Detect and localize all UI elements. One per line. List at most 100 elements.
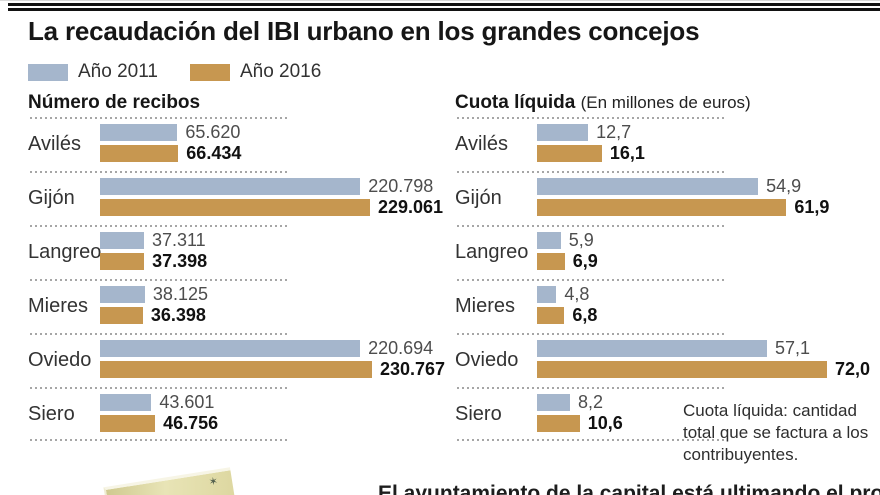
bar-line: 10,6 (537, 413, 827, 433)
value-label-2011: 57,1 (774, 338, 811, 358)
chart-cuota-liquida: Cuota líquida (En millones de euros) Avi… (455, 92, 875, 441)
bar-line: 66.434 (100, 143, 372, 163)
chart-row: Mieres 38.125 36.398 (28, 279, 434, 333)
chart-row: Avilés 65.620 66.434 (28, 117, 434, 171)
bar-2011 (537, 286, 557, 303)
bar-group: 38.125 36.398 (100, 279, 372, 333)
bar-line: 5,9 (537, 230, 827, 250)
bar-line: 220.694 (100, 338, 433, 358)
bar-2016 (537, 307, 565, 324)
bar-group: 12,7 16,1 (537, 117, 827, 171)
bar-2016 (537, 253, 565, 270)
bar-group: 54,9 61,9 (537, 171, 830, 225)
bar-2011 (537, 124, 589, 141)
bar-2016 (100, 253, 145, 270)
bar-line: 220.798 (100, 176, 433, 196)
chart-numero-recibos: Número de recibos Avilés 65.620 66.434 Gijó… (28, 92, 445, 441)
value-label-2011: 220.798 (368, 176, 434, 196)
bar-group: 8,2 10,6 (537, 387, 827, 441)
category-label: Oviedo (455, 348, 519, 371)
category-label: Siero (28, 402, 75, 425)
bar-line: 229.061 (100, 197, 443, 217)
bar-2011 (537, 178, 759, 195)
value-label-2016: 230.767 (380, 359, 446, 379)
chart-row: Gijón 54,9 61,9 (455, 171, 875, 225)
value-label-2011: 5,9 (568, 230, 594, 250)
chart-row: Siero 43.601 46.756 (28, 387, 434, 441)
category-label: Langreo (455, 240, 529, 263)
chart-row: Mieres 4,8 6,8 (455, 279, 875, 333)
value-label-2011: 54,9 (766, 176, 802, 196)
chart-rows: Avilés 65.620 66.434 Gijón 220.798 229.061 Lan… (28, 117, 445, 441)
bar-group: 43.601 46.756 (100, 387, 372, 441)
chart-row: Langreo 37.311 37.398 (28, 225, 434, 279)
bar-2011 (100, 340, 361, 357)
page-title: La recaudación del IBI urbano en los gra… (28, 16, 700, 46)
bottom-caption-partial: El ayuntamiento de la capital está ultim… (378, 482, 880, 495)
bar-group: 5,9 6,9 (537, 225, 827, 279)
value-label-2016: 10,6 (587, 413, 623, 433)
category-label: Oviedo (28, 348, 92, 371)
bar-line: 61,9 (537, 197, 830, 217)
chart-legend: Año 2011 Año 2016 (28, 61, 353, 83)
bar-2016 (100, 145, 179, 162)
bar-line: 36.398 (100, 305, 372, 325)
category-label: Mieres (455, 294, 516, 317)
star-icon: ✶ (207, 475, 219, 489)
category-label: Gijón (28, 186, 75, 209)
bar-line: 230.767 (100, 359, 445, 379)
bar-line: 54,9 (537, 176, 827, 196)
value-label-2011: 8,2 (578, 392, 604, 412)
chart-header: Número de recibos (28, 92, 434, 117)
banknote-icon: ✶ (103, 467, 237, 495)
chart-title: Número de recibos (28, 92, 201, 113)
bar-2011 (537, 394, 571, 411)
bar-2016 (537, 361, 827, 378)
value-label-2016: 46.756 (163, 413, 219, 433)
bar-2016 (100, 199, 370, 216)
chart-row: Gijón 220.798 229.061 (28, 171, 443, 225)
value-label-2011: 4,8 (564, 284, 590, 304)
value-label-2016: 36.398 (150, 305, 206, 325)
bar-2011 (100, 286, 145, 303)
value-label-2016: 61,9 (794, 197, 830, 217)
value-label-2011: 43.601 (159, 392, 215, 412)
value-label-2016: 72,0 (835, 359, 871, 379)
value-label-2011: 220.694 (368, 338, 434, 358)
bar-line: 43.601 (100, 392, 372, 412)
bar-line: 57,1 (537, 338, 827, 358)
bar-line: 12,7 (537, 122, 827, 142)
chart-row: Avilés 12,7 16,1 (455, 117, 875, 171)
bar-line: 72,0 (537, 359, 870, 379)
value-label-2016: 6,8 (572, 305, 598, 325)
category-label: Gijón (455, 186, 502, 209)
category-label: Avilés (28, 132, 81, 155)
value-label-2011: 65.620 (185, 122, 241, 142)
top-rule (8, 3, 880, 6)
bar-line: 46.756 (100, 413, 372, 433)
value-label-2011: 37.311 (151, 230, 206, 250)
value-label-2016: 16,1 (609, 143, 645, 163)
top-rule-2 (8, 8, 880, 11)
bar-2016 (537, 415, 580, 432)
bar-group: 220.798 229.061 (100, 171, 443, 225)
bar-group: 37.311 37.398 (100, 225, 372, 279)
category-label: Mieres (28, 294, 89, 317)
value-label-2011: 38.125 (152, 284, 208, 304)
chart-subtitle: (En millones de euros) (580, 93, 751, 112)
bar-2016 (100, 361, 372, 378)
bar-group: 65.620 66.434 (100, 117, 372, 171)
bar-2011 (100, 394, 152, 411)
bar-group: 4,8 6,8 (537, 279, 827, 333)
bar-2011 (100, 232, 144, 249)
bar-2016 (100, 307, 143, 324)
bar-line: 65.620 (100, 122, 372, 142)
value-label-2016: 6,9 (572, 251, 598, 271)
bar-line: 6,8 (537, 305, 827, 325)
value-label-2016: 66.434 (186, 143, 242, 163)
bar-line: 6,9 (537, 251, 827, 271)
chart-header: Cuota líquida (En millones de euros) (455, 92, 875, 117)
chart-row: Langreo 5,9 6,9 (455, 225, 875, 279)
category-label: Avilés (455, 132, 508, 155)
